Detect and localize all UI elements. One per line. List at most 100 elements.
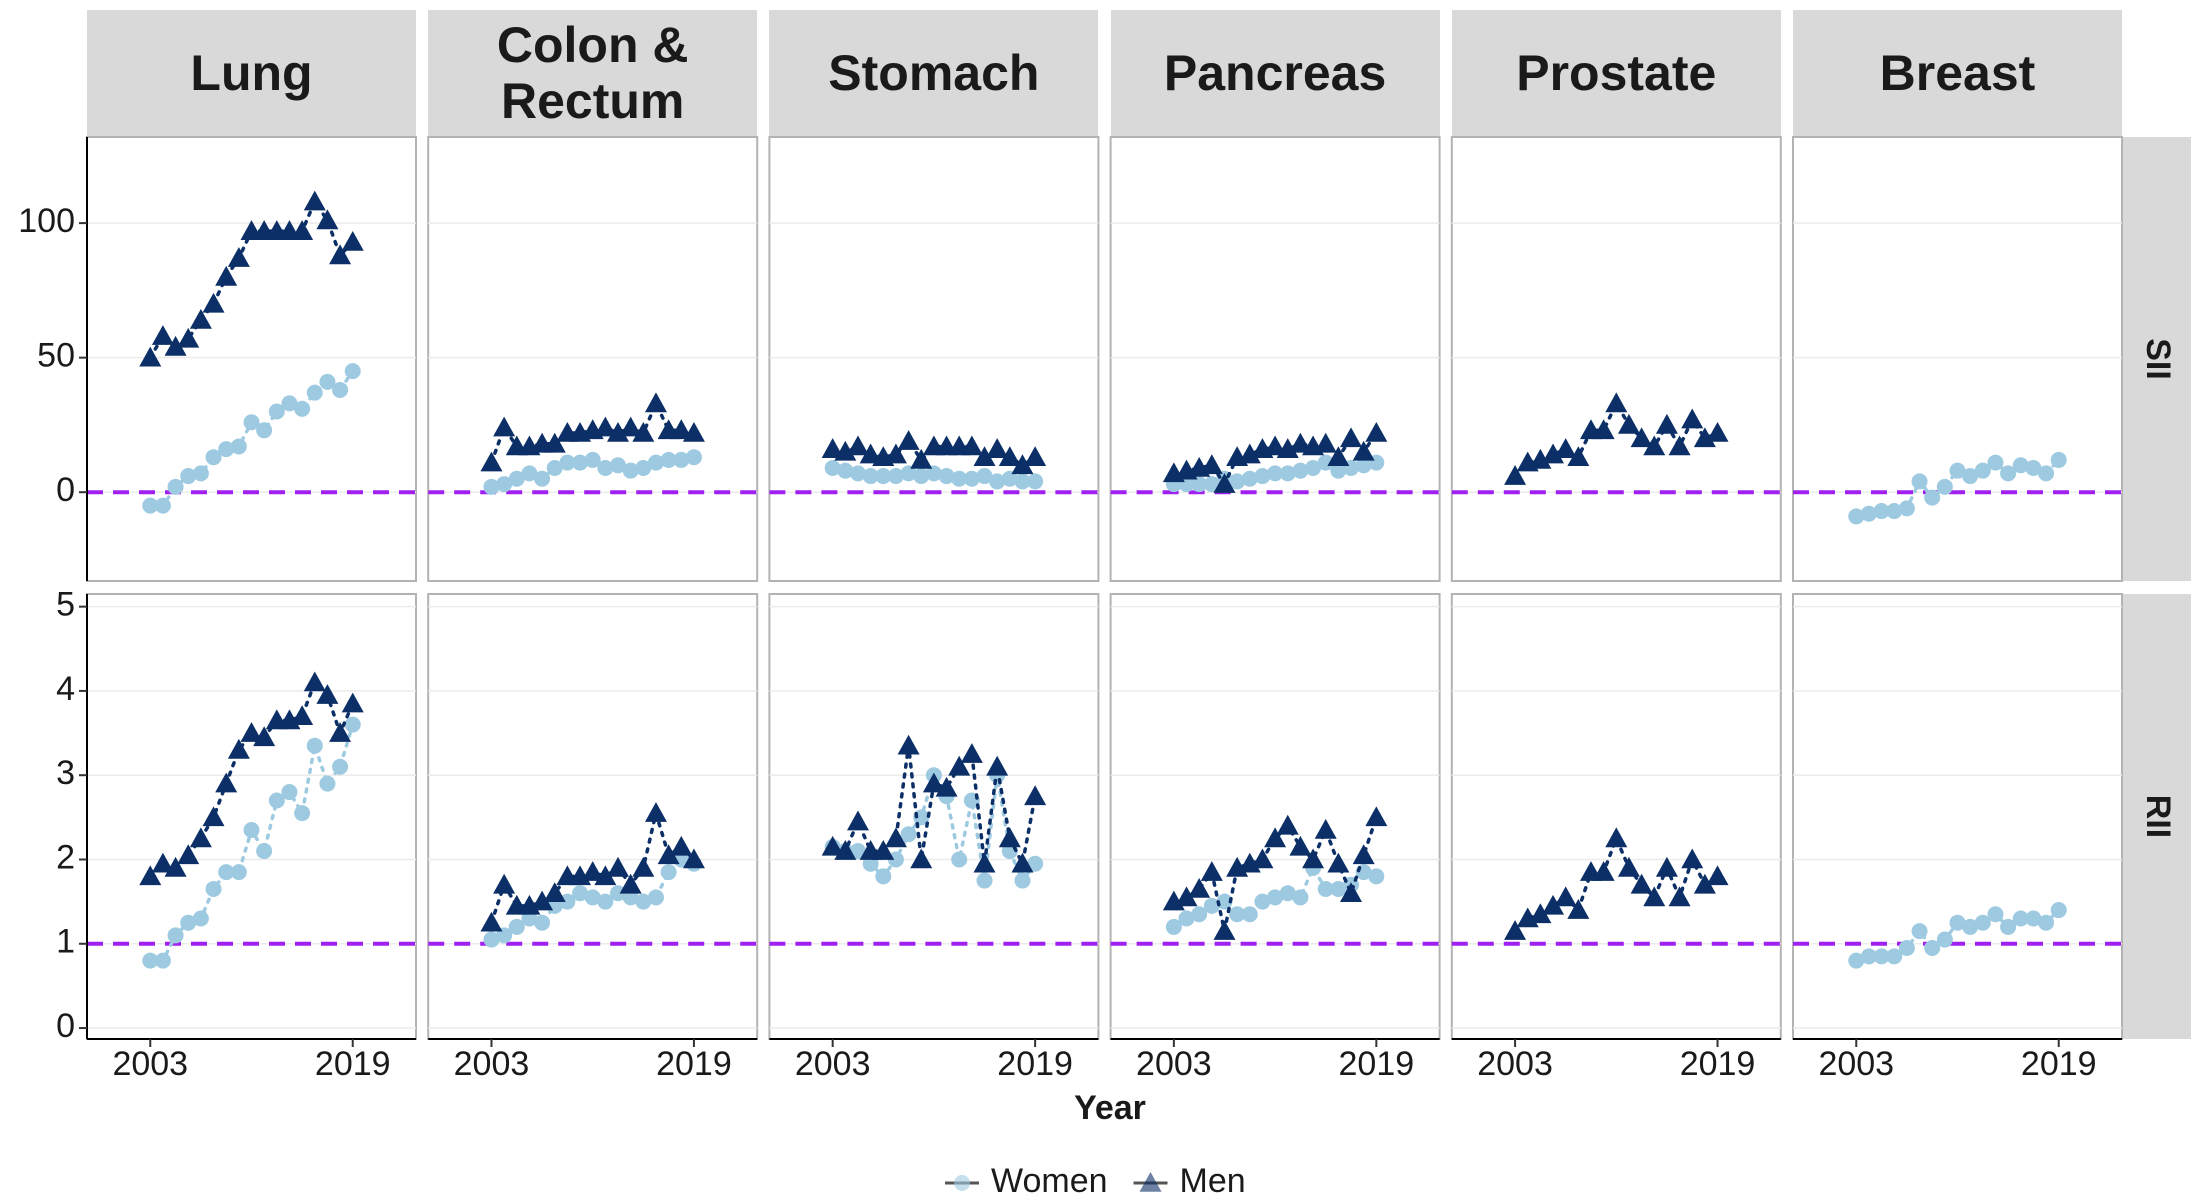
point	[685, 449, 702, 466]
point	[960, 743, 983, 763]
point	[1340, 427, 1363, 448]
panel	[1109, 593, 1441, 1040]
point	[142, 952, 159, 969]
point	[610, 457, 627, 474]
point	[910, 848, 933, 869]
point	[597, 893, 614, 910]
point	[1886, 948, 1903, 965]
point	[2000, 465, 2017, 482]
point	[1327, 852, 1350, 873]
point	[139, 346, 162, 367]
point	[1873, 503, 1890, 520]
point	[218, 441, 235, 458]
point	[319, 373, 336, 390]
point	[897, 734, 920, 755]
point	[1962, 468, 1979, 485]
point	[483, 478, 500, 495]
point	[872, 840, 895, 860]
point	[900, 826, 917, 843]
point	[1188, 877, 1211, 898]
x-tick-label: 2003	[454, 1045, 530, 1083]
point	[281, 784, 298, 801]
point	[294, 400, 311, 417]
point	[594, 416, 617, 437]
y-tick-label: 1	[56, 923, 75, 961]
panel	[427, 136, 759, 582]
point	[306, 737, 323, 754]
point	[1011, 852, 1034, 873]
point	[619, 416, 642, 437]
x-tick-label: 2019	[1680, 1045, 1756, 1083]
point	[1289, 835, 1312, 856]
panel	[1450, 136, 1782, 582]
point	[218, 864, 235, 881]
point	[572, 454, 589, 471]
panel	[86, 136, 417, 582]
point	[319, 775, 336, 792]
point	[986, 755, 1009, 776]
point	[1655, 413, 1678, 434]
point	[493, 873, 516, 894]
point	[584, 889, 601, 906]
point	[1542, 443, 1565, 464]
point	[1873, 948, 1890, 965]
point	[1936, 478, 1953, 495]
point	[1630, 427, 1653, 448]
point	[973, 446, 996, 467]
panel	[1792, 593, 2123, 1040]
row-label: SII	[2139, 338, 2177, 380]
point	[644, 802, 667, 822]
point	[1276, 814, 1299, 835]
panel	[768, 136, 1100, 582]
point	[1949, 914, 1966, 931]
point	[164, 335, 187, 356]
point	[142, 497, 159, 514]
point	[1949, 462, 1966, 479]
point	[154, 952, 171, 969]
point	[900, 465, 917, 482]
y-tick-label: 3	[56, 754, 75, 792]
point	[1886, 503, 1903, 520]
point	[644, 392, 667, 413]
point	[215, 772, 238, 793]
point	[1191, 906, 1208, 923]
point	[1340, 882, 1363, 902]
y-tick-label: 5	[56, 586, 75, 624]
point	[1911, 923, 1928, 940]
point	[521, 465, 538, 482]
point	[597, 459, 614, 476]
point	[834, 440, 857, 461]
point	[963, 470, 980, 487]
column-header: Colon & Rectum	[428, 10, 758, 136]
point	[834, 840, 857, 860]
column-header: Lung	[87, 10, 416, 136]
point	[341, 692, 364, 713]
point	[1554, 438, 1577, 458]
point	[1605, 392, 1628, 413]
point	[859, 443, 882, 464]
point	[1317, 880, 1334, 897]
point	[1216, 893, 1233, 910]
point	[1617, 856, 1640, 877]
point	[951, 470, 968, 487]
point	[189, 308, 212, 329]
point	[610, 885, 627, 902]
point	[1605, 827, 1628, 848]
point	[1352, 440, 1375, 461]
point	[1314, 432, 1337, 453]
point	[344, 363, 361, 380]
point	[1368, 868, 1385, 885]
point	[316, 684, 339, 704]
point	[1330, 880, 1347, 897]
point	[632, 856, 655, 877]
point	[180, 914, 197, 931]
point	[306, 384, 323, 401]
point	[1279, 465, 1296, 482]
panel	[427, 593, 759, 1040]
point	[167, 927, 184, 944]
point	[177, 844, 200, 865]
point	[192, 465, 209, 482]
point	[508, 470, 525, 487]
row-label: RII	[2139, 795, 2177, 838]
